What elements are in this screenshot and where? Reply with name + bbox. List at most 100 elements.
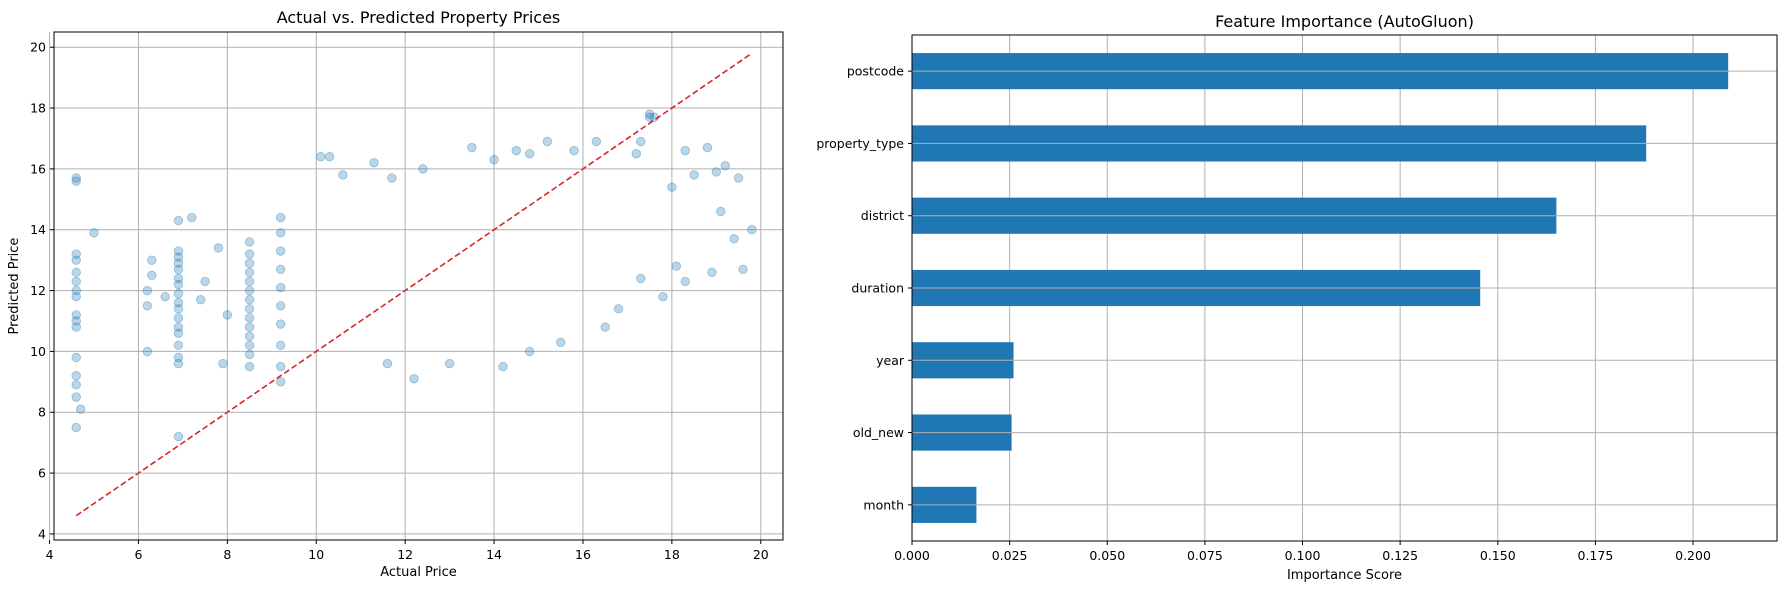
scatter-point (613, 304, 624, 314)
scatter-point (200, 276, 210, 287)
scatter-point (71, 310, 81, 320)
scatter-point (173, 304, 184, 314)
scatter-point (569, 145, 579, 156)
scatter-x-tick-label: 18 (664, 547, 680, 562)
importance-category-label: district (861, 208, 904, 223)
scatter-point (173, 322, 184, 332)
importance-x-tick-label: 0.050 (1089, 548, 1125, 563)
scatter-point (71, 316, 81, 326)
scatter-point (382, 358, 393, 369)
scatter-point (244, 349, 255, 360)
scatter-point (244, 285, 255, 296)
scatter-x-tick-label: 10 (308, 547, 324, 562)
scatter-point (244, 294, 255, 305)
scatter-point (213, 243, 224, 253)
scatter-point (667, 182, 677, 192)
scatter-point (680, 145, 690, 156)
scatter-point (729, 234, 739, 244)
scatter-point (173, 252, 184, 262)
scatter-point (195, 294, 206, 305)
importance-x-tick-label: 0.100 (1285, 548, 1321, 563)
scatter-point (75, 404, 86, 414)
scatter-point (244, 322, 255, 332)
scatter-point (173, 431, 184, 442)
scatter-point (276, 319, 286, 329)
importance-bars (912, 53, 1777, 523)
scatter-chart: Actual vs. Predicted Property Prices 4 6 8… (7, 8, 784, 580)
scatter-point (244, 258, 255, 268)
scatter-point (556, 337, 566, 347)
scatter-point (276, 228, 286, 238)
scatter-point (89, 228, 99, 238)
scatter-point (173, 313, 184, 323)
importance-x-tick-label: 0.150 (1480, 548, 1516, 563)
scatter-point (733, 173, 744, 183)
scatter-point (173, 246, 184, 256)
scatter-x-tick-label: 4 (46, 547, 54, 562)
importance-x-axis-label: Importance Score (1287, 568, 1402, 583)
scatter-y-tick-label: 6 (38, 466, 46, 481)
scatter-point (71, 276, 81, 287)
scatter-point (276, 282, 286, 293)
scatter-point (71, 176, 81, 186)
scatter-point (636, 136, 646, 147)
scatter-point (649, 112, 659, 122)
scatter-point (71, 267, 81, 278)
scatter-point (142, 346, 153, 357)
scatter-point (720, 161, 730, 171)
scatter-point (369, 158, 379, 168)
scatter-point (276, 301, 286, 311)
scatter-x-tick-label: 6 (134, 547, 142, 562)
scatter-point (689, 170, 699, 180)
scatter-point (173, 258, 184, 268)
scatter-point (747, 225, 757, 235)
importance-category-label: year (876, 353, 905, 368)
scatter-ticks: 4 6 8 10 12 14 16 18 20 4 6 8 10 12 14 16 18 20 (30, 40, 769, 562)
scatter-point (276, 246, 286, 256)
importance-chart: Feature Importance (AutoGluon) 0.000 0.02… (816, 12, 1778, 583)
scatter-point (711, 167, 722, 177)
scatter-point (276, 361, 286, 372)
scatter-point (71, 380, 81, 390)
scatter-point (173, 298, 184, 308)
importance-category-label: property_type (816, 136, 904, 151)
scatter-x-tick-label: 20 (753, 547, 769, 562)
scatter-points (71, 109, 757, 442)
scatter-x-tick-label: 16 (575, 547, 591, 562)
scatter-point (173, 340, 184, 351)
importance-ticks: 0.000 0.025 0.050 0.075 0.100 0.125 0.150 0.175… (816, 64, 1711, 563)
scatter-y-tick-label: 12 (30, 283, 46, 298)
scatter-point (600, 322, 610, 332)
scatter-point (418, 164, 428, 174)
scatter-point (636, 273, 646, 284)
scatter-point (591, 136, 602, 147)
scatter-point (707, 267, 717, 278)
scatter-point (71, 392, 81, 402)
scatter-title: Actual vs. Predicted Property Prices (277, 8, 561, 27)
scatter-point (71, 422, 81, 433)
scatter-x-axis-label: Actual Price (380, 565, 457, 580)
scatter-point (160, 291, 170, 302)
scatter-point (716, 206, 726, 217)
scatter-point (276, 212, 286, 223)
scatter-point (387, 173, 397, 183)
scatter-point (244, 313, 255, 323)
scatter-point (173, 215, 184, 226)
scatter-point (222, 310, 233, 320)
scatter-point (244, 249, 255, 259)
scatter-point (142, 285, 153, 296)
scatter-y-tick-label: 4 (38, 526, 46, 541)
importance-category-label: month (863, 497, 904, 512)
importance-x-tick-label: 0.075 (1187, 548, 1223, 563)
scatter-point (71, 352, 81, 363)
importance-x-tick-label: 0.175 (1578, 548, 1614, 563)
scatter-point (71, 173, 81, 183)
importance-category-label: postcode (847, 64, 904, 79)
scatter-point (338, 170, 348, 180)
scatter-point (276, 340, 286, 351)
scatter-point (489, 155, 499, 165)
importance-category-label: duration (851, 281, 904, 296)
scatter-point (631, 148, 642, 159)
scatter-x-tick-label: 8 (223, 547, 231, 562)
